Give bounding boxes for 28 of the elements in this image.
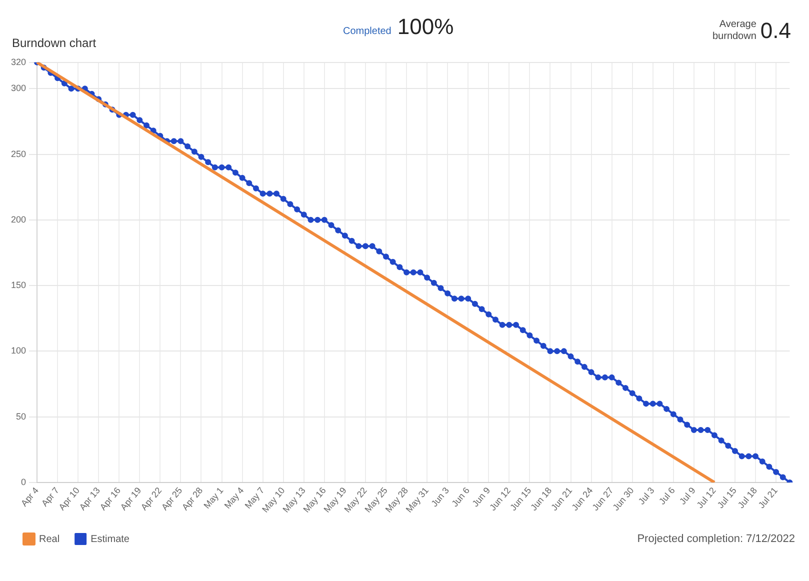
y-tick-label: 250 (10, 148, 26, 159)
chart-title: Burndown chart (12, 36, 96, 50)
y-tick-label: 150 (10, 280, 26, 290)
y-tick-label: 200 (10, 214, 26, 224)
x-tick-label: Jun 6 (450, 485, 472, 509)
y-tick-label: 0 (21, 476, 26, 487)
x-tick-label: Jul 18 (736, 485, 759, 510)
x-tick-label: Jul 3 (636, 485, 656, 506)
legend-label: Real (39, 534, 60, 545)
text: Projected completion: 7/12/2022 (637, 533, 795, 545)
x-tick-label: Jul 9 (677, 485, 698, 506)
text: Completed (343, 26, 392, 37)
y-tick-label: 100 (10, 346, 26, 356)
x-tick-label: Apr 4 (18, 485, 40, 508)
text: 0.4 (760, 18, 791, 44)
text: 100% (397, 14, 454, 40)
x-tick-label: Jul 6 (656, 485, 677, 506)
x-tick-label: Jul 15 (715, 485, 738, 510)
text: Average burndown (711, 19, 756, 43)
y-tick-label: 320 (10, 56, 26, 67)
x-tick-label: Jun 30 (610, 485, 636, 513)
x-tick-label: Jun 9 (470, 485, 492, 509)
x-tick-label: Jul 12 (694, 485, 718, 510)
y-tick-label: 300 (10, 83, 26, 94)
legend-label: Estimate (90, 534, 130, 545)
y-tick-label: 50 (16, 411, 26, 422)
x-tick-label: Jun 3 (429, 485, 452, 509)
x-tick-label: Jul 21 (756, 485, 780, 510)
